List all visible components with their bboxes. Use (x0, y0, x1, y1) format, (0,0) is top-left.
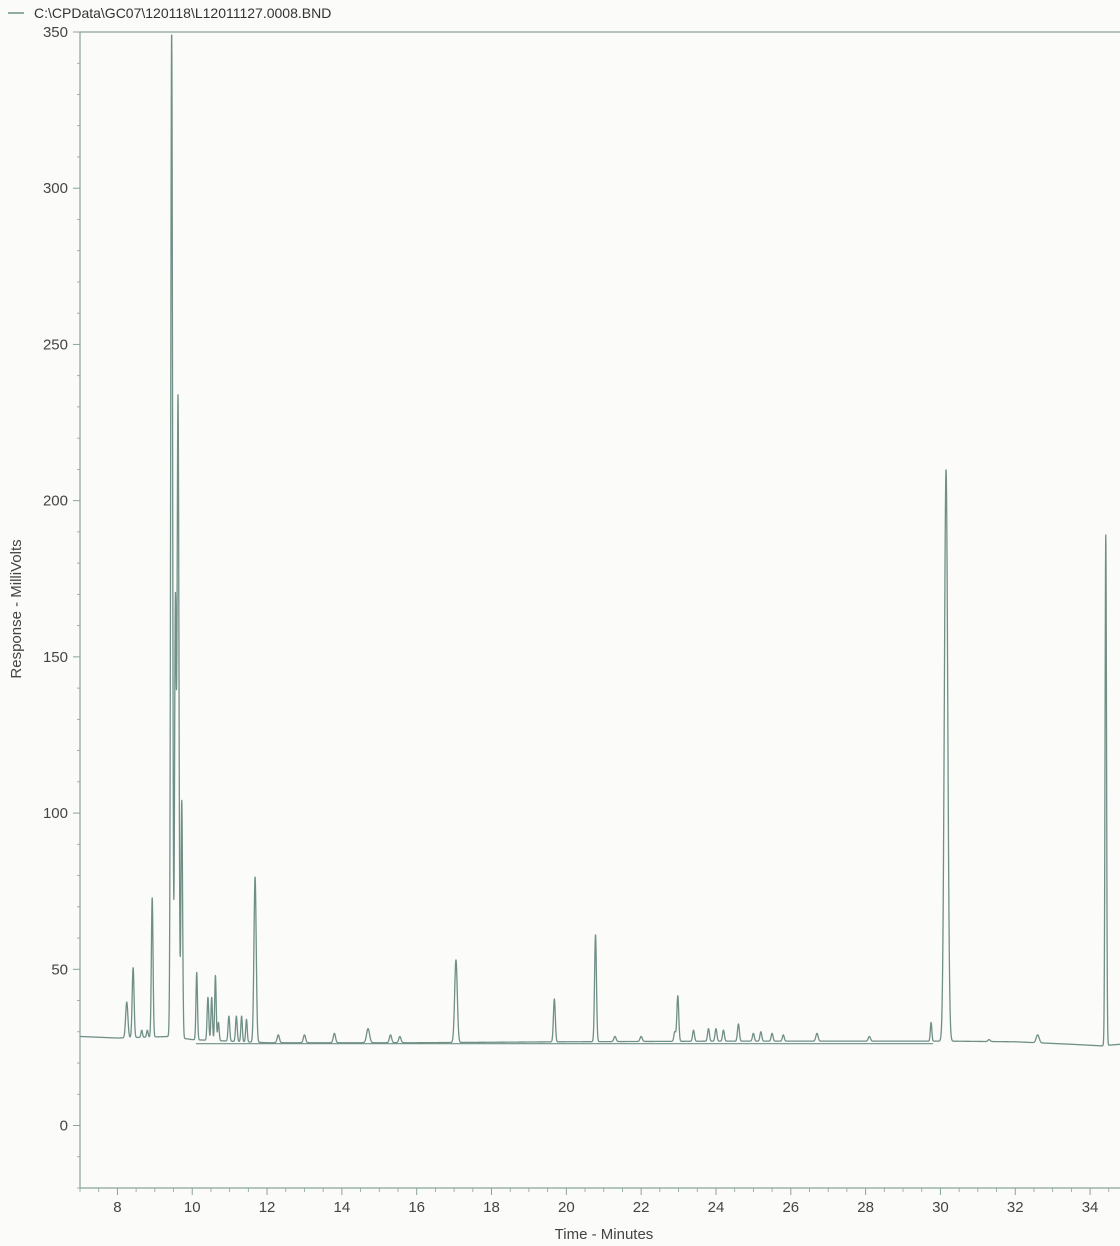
y-tick-label: 200 (43, 493, 68, 510)
y-tick-label: 300 (43, 180, 68, 197)
series-line (79, 34, 1120, 1047)
x-tick-label: 24 (708, 1199, 725, 1216)
y-tick-label: 250 (43, 336, 68, 353)
x-tick-label: 10 (184, 1199, 201, 1216)
plot-frame (79, 31, 1120, 1189)
x-tick-label: 34 (1082, 1199, 1099, 1216)
x-tick-label: 26 (782, 1199, 799, 1216)
y-tick-label: 150 (43, 649, 68, 666)
x-tick-label: 14 (334, 1199, 351, 1216)
x-tick-label: 20 (558, 1199, 575, 1216)
x-tick-label: 12 (259, 1199, 276, 1216)
legend-label: C:\CPData\GC07\120118\L12011127.0008.BND (34, 5, 331, 21)
x-tick-label: 18 (483, 1199, 500, 1216)
x-tick-label: 30 (932, 1199, 949, 1216)
traces (79, 34, 1120, 1047)
x-axis: 8 10 12 14 16 18 20 22 24 26 28 30 32 34 (79, 1188, 1110, 1216)
y-tick-label: 100 (43, 805, 68, 822)
x-tick-label: 16 (408, 1199, 425, 1216)
y-tick-label: 0 (60, 1118, 68, 1135)
x-tick-label: 28 (857, 1199, 874, 1216)
x-tick-label: 22 (633, 1199, 650, 1216)
y-tick-label: 50 (51, 961, 68, 978)
x-tick-label: 32 (1007, 1199, 1024, 1216)
y-axis-title: Response - MilliVolts (8, 539, 25, 678)
x-axis-title: Time - Minutes (555, 1226, 654, 1243)
legend: C:\CPData\GC07\120118\L12011127.0008.BND (8, 5, 331, 21)
y-tick-label: 350 (43, 24, 68, 41)
x-tick-label: 8 (113, 1199, 121, 1216)
y-axis: 0 50 100 150 200 250 300 350 (43, 24, 80, 1189)
